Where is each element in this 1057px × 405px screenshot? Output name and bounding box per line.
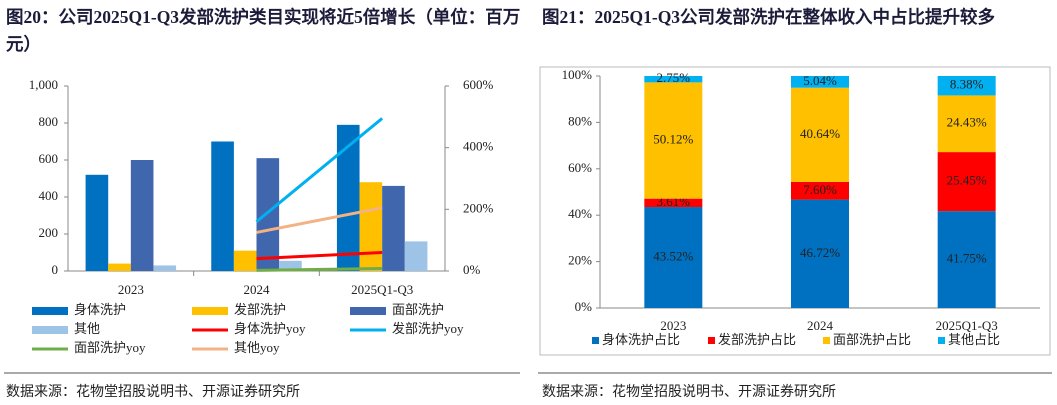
y2-tick-label: 0%: [463, 262, 481, 277]
x-tick-label: 2025Q1-Q3: [351, 282, 413, 297]
x-tick-label: 2023: [118, 282, 144, 297]
line: [256, 251, 383, 261]
source: 数据来源：花物堂招股说明书、开源证券研究所: [542, 385, 836, 400]
y-tick-label: 20%: [568, 253, 592, 268]
legend-marker: [32, 326, 68, 334]
bar-segment: [791, 87, 849, 182]
y-tick-label: 80%: [568, 113, 592, 128]
bar-segment: [791, 76, 849, 88]
y-tick-label: 1,000: [29, 77, 58, 92]
y2-tick-label: 400%: [463, 139, 494, 154]
legend-marker: [708, 337, 715, 344]
y2-tick-label: 200%: [463, 200, 494, 215]
legend-marker: [823, 337, 830, 344]
bar-segment: [644, 76, 703, 83]
legend-label: 其他占比: [948, 332, 1000, 347]
data-label: 25.45%: [947, 173, 987, 188]
bar-segment: [644, 198, 703, 208]
line: [255, 117, 384, 223]
legend-label: 发部洗护占比: [718, 332, 796, 347]
y-tick-label: 200: [39, 225, 59, 240]
x-tick-label: 2024: [244, 282, 271, 297]
line: [256, 267, 383, 272]
data-label: 24.43%: [947, 115, 987, 130]
bar: [256, 158, 280, 271]
bar-segment: [937, 95, 996, 153]
legend-label: 身体洗护yoy: [234, 321, 306, 336]
line: [256, 206, 383, 234]
legend-label: 身体洗护: [74, 302, 126, 317]
bar-segment: [791, 199, 849, 308]
legend-marker: [938, 337, 945, 344]
data-label: 50.12%: [653, 132, 693, 147]
data-label: 7.60%: [803, 182, 837, 197]
legend-label: 其他: [74, 321, 100, 336]
data-label: 5.04%: [803, 73, 837, 88]
y-tick-label: 0%: [575, 299, 593, 314]
legend-marker: [192, 307, 228, 315]
data-label: 46.72%: [800, 245, 840, 260]
legend-marker: [350, 307, 386, 315]
y-tick-label: 800: [39, 114, 59, 129]
bar: [404, 241, 428, 271]
y-tick-label: 400: [39, 188, 59, 203]
legend-label: 发部洗护yoy: [392, 321, 464, 336]
legend-label: 面部洗护占比: [833, 332, 911, 347]
data-label: 2.75%: [657, 70, 691, 85]
bar: [108, 263, 131, 271]
bar-segment: [644, 207, 703, 308]
y-tick-label: 100%: [562, 67, 593, 82]
legend-label: 面部洗护yoy: [74, 340, 146, 355]
bar: [279, 260, 302, 271]
bar-segment: [937, 211, 996, 308]
bar: [233, 250, 257, 271]
bar-segment: [791, 181, 849, 200]
bar-segment: [937, 75, 996, 96]
legend-label: 发部洗护: [234, 302, 286, 317]
y-tick-label: 60%: [568, 160, 592, 175]
y2-tick-label: 600%: [463, 77, 494, 92]
bar: [130, 160, 154, 271]
bar: [336, 124, 360, 271]
x-tick-label: 2024: [807, 318, 834, 333]
bar: [382, 185, 405, 271]
chart-title: 图21：2025Q1-Q3公司发部洗护在整体收入中占比提升较多: [542, 7, 996, 27]
bar: [85, 174, 109, 271]
y-tick-label: 40%: [568, 206, 592, 221]
legend-marker: [32, 307, 68, 315]
bar-segment: [937, 152, 996, 212]
legend-marker: [592, 337, 599, 344]
x-tick-label: 2025Q1-Q3: [936, 318, 998, 333]
data-label: 40.64%: [800, 126, 840, 141]
chart-frame: [539, 66, 1051, 356]
bar: [211, 141, 234, 271]
y-tick-label: 600: [39, 151, 59, 166]
bar: [153, 265, 177, 271]
source: 数据来源：花物堂招股说明书、开源证券研究所: [6, 385, 300, 400]
data-label: 8.38%: [950, 77, 984, 92]
x-tick-label: 2023: [660, 318, 686, 333]
legend-label: 身体洗护占比: [602, 332, 680, 347]
legend-label: 面部洗护: [392, 302, 444, 317]
chart-title: 图20：公司2025Q1-Q3发部洗护类目实现将近5倍增长（单位：百万元）: [6, 7, 521, 54]
bar: [359, 182, 383, 271]
data-label: 41.75%: [947, 251, 987, 266]
data-label: 43.52%: [653, 249, 693, 264]
y-tick-label: 0: [52, 262, 59, 277]
bar-segment: [644, 82, 703, 199]
legend-label: 其他yoy: [234, 340, 280, 355]
